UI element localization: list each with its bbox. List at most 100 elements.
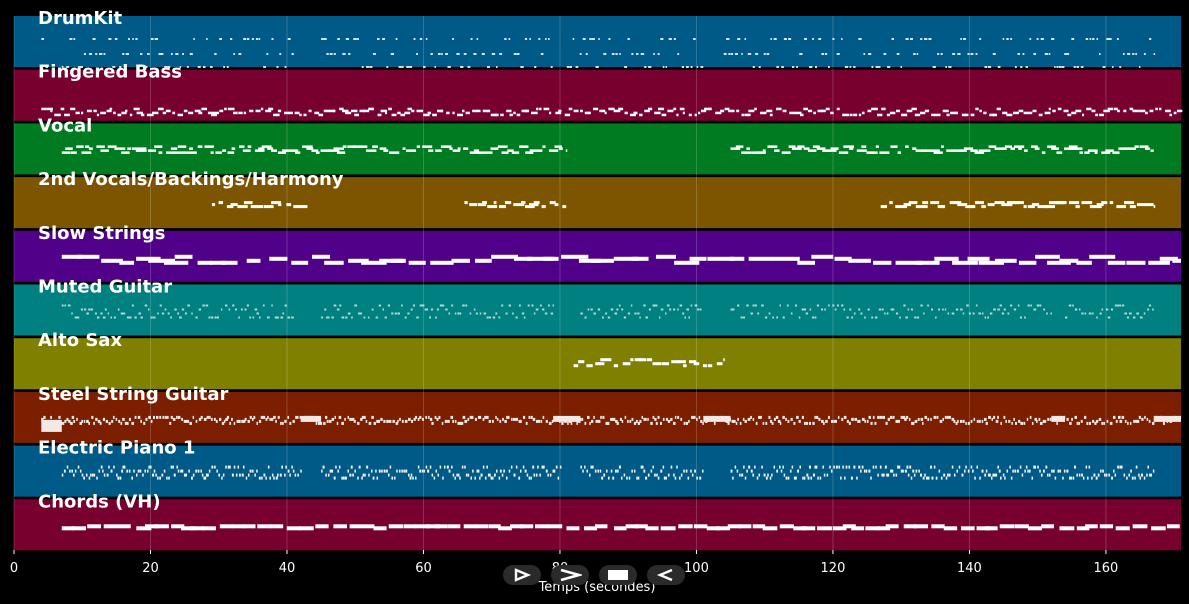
note — [523, 415, 526, 419]
note — [476, 109, 481, 113]
note — [263, 473, 266, 477]
note — [989, 312, 993, 315]
note — [216, 316, 220, 319]
note — [323, 38, 327, 40]
note — [1002, 473, 1005, 477]
note — [754, 107, 757, 111]
note — [741, 473, 744, 477]
note — [143, 421, 146, 425]
note — [999, 524, 1015, 529]
note — [558, 109, 562, 113]
note — [1036, 304, 1040, 307]
note — [987, 316, 990, 319]
rewind-button[interactable] — [647, 565, 685, 585]
note — [766, 53, 770, 55]
note — [693, 362, 700, 366]
note — [126, 469, 129, 473]
note — [314, 111, 320, 115]
note — [788, 38, 792, 40]
note — [1104, 473, 1106, 477]
note — [410, 308, 413, 311]
note — [582, 38, 586, 40]
note — [1086, 107, 1092, 111]
note — [368, 107, 374, 111]
note — [698, 111, 701, 115]
note — [114, 38, 118, 40]
note — [83, 419, 86, 423]
note — [1013, 308, 1017, 311]
note — [936, 415, 939, 419]
note — [360, 417, 363, 421]
note — [1126, 476, 1128, 480]
note — [159, 304, 162, 307]
note — [1105, 473, 1108, 477]
note — [205, 304, 209, 307]
note — [724, 107, 730, 111]
note — [408, 473, 410, 477]
note — [451, 304, 454, 307]
note — [1169, 113, 1173, 117]
note — [335, 465, 337, 469]
note — [978, 419, 981, 423]
note — [1023, 421, 1026, 425]
note — [947, 473, 949, 477]
note — [291, 53, 294, 55]
note — [452, 419, 455, 423]
stop-button[interactable] — [599, 565, 637, 585]
note — [878, 308, 882, 311]
note — [696, 476, 698, 480]
fast-forward-button[interactable] — [551, 565, 589, 585]
note — [761, 304, 764, 307]
note — [875, 465, 877, 469]
note — [164, 308, 167, 311]
note — [746, 304, 749, 307]
note — [920, 38, 923, 40]
note — [88, 53, 93, 55]
note — [914, 113, 921, 117]
note — [473, 149, 480, 152]
note — [975, 107, 979, 111]
note — [359, 109, 365, 113]
note — [670, 417, 673, 421]
note — [945, 476, 948, 480]
note — [931, 308, 933, 311]
note — [148, 465, 150, 469]
note — [1144, 415, 1146, 419]
note — [1061, 66, 1065, 68]
note — [426, 308, 429, 311]
note — [515, 417, 519, 421]
note — [147, 53, 150, 55]
note — [771, 421, 774, 425]
play-button[interactable] — [503, 565, 541, 585]
note — [399, 417, 401, 421]
note — [125, 109, 128, 113]
note — [528, 415, 531, 419]
note — [501, 151, 509, 154]
note — [1057, 201, 1067, 205]
note — [974, 201, 984, 205]
note — [961, 473, 964, 477]
note — [1039, 469, 1041, 473]
note — [867, 109, 872, 113]
note — [545, 38, 547, 40]
note — [195, 316, 198, 319]
note — [871, 316, 874, 319]
note — [801, 415, 804, 419]
note — [341, 476, 343, 480]
note — [238, 419, 241, 423]
note — [645, 417, 647, 421]
note — [198, 111, 203, 115]
note — [447, 524, 461, 529]
note — [251, 38, 254, 40]
note — [537, 419, 541, 423]
note — [260, 107, 264, 111]
note — [741, 151, 752, 154]
note — [849, 113, 853, 117]
note — [1001, 147, 1007, 150]
note — [1095, 419, 1099, 423]
note — [658, 107, 665, 111]
note — [177, 113, 184, 117]
note — [321, 469, 323, 473]
note — [903, 203, 912, 207]
note — [730, 308, 734, 311]
